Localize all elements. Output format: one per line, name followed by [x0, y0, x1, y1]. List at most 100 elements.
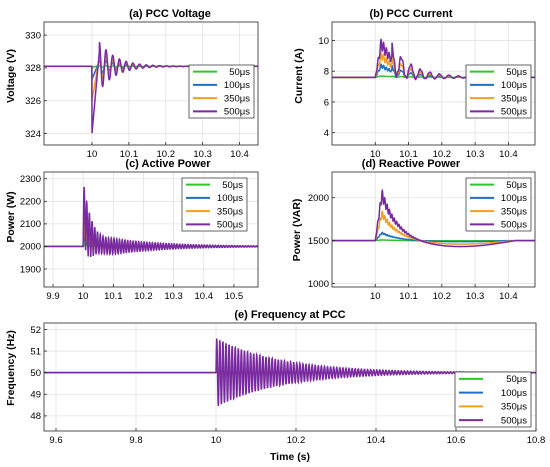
y-tick-label: 328	[25, 63, 41, 74]
axes-box	[43, 322, 537, 432]
y-tick-label: 330	[25, 30, 41, 41]
legend: 50μs 100μs 350μs 500μs	[181, 177, 248, 232]
x-tick-label: 10.8	[527, 435, 546, 446]
panel-pcc-voltage: (a) PCC Voltage Voltage (V) 10 10.1 10.2 10…	[5, 8, 259, 160]
x-tick-label: 9.8	[129, 435, 142, 446]
legend-label: 100μs	[501, 80, 527, 91]
x-tick-label: 10.2	[157, 149, 176, 160]
x-tick-label: 10.4	[230, 149, 249, 160]
y-tick-label: 2200	[20, 197, 41, 208]
panel-title: (c) Active Power	[125, 158, 211, 170]
y-tick-label: 50	[30, 368, 41, 379]
legend-box	[465, 64, 532, 119]
axes-box	[331, 21, 536, 146]
y-tick-label: 2000	[20, 242, 41, 253]
y-tick-label: 10	[318, 36, 329, 47]
y-tick-label: 324	[25, 129, 41, 140]
legend-label: 100μs	[501, 388, 527, 399]
x-tick-label: 10.1	[399, 149, 418, 160]
axes-box	[43, 21, 259, 146]
axes-box	[331, 171, 536, 288]
y-axis-label: Frequency (Hz)	[5, 330, 17, 406]
x-tick-label: 10.4	[194, 291, 213, 302]
x-tick-label: 10.4	[499, 291, 518, 302]
y-tick-label: 6	[324, 97, 329, 108]
legend-label: 500μs	[501, 107, 527, 118]
panel-active-power: (c) Active Power Power (W) 9.9 10 10.1 10.2…	[5, 158, 259, 302]
legend-label: 350μs	[501, 93, 527, 104]
x-tick-label: 10.2	[433, 291, 452, 302]
y-tick-label: 52	[30, 325, 41, 336]
x-tick-label: 9.9	[46, 291, 59, 302]
y-tick-label: 48	[30, 411, 41, 422]
y-axis-label: Power (VAR)	[291, 199, 303, 262]
legend-label: 100μs	[224, 80, 250, 91]
y-tick-label: 8	[324, 67, 329, 78]
y-tick-label: 2300	[20, 174, 41, 185]
legend-label: 500μs	[224, 107, 250, 118]
y-axis-label: Voltage (V)	[5, 49, 17, 103]
x-tick-label: 10.3	[164, 291, 183, 302]
legend-box	[465, 177, 532, 232]
y-tick-label: 2100	[20, 219, 41, 230]
legend-box	[181, 177, 248, 232]
x-tick-label: 10.4	[367, 435, 386, 446]
y-tick-label: 4	[324, 128, 329, 139]
x-tick-label: 10.3	[466, 291, 485, 302]
panel-title: (a) PCC Voltage	[129, 8, 211, 20]
series-line-500us	[44, 338, 536, 407]
y-axis-label: Power (W)	[5, 191, 17, 242]
axes-box	[43, 171, 259, 288]
x-tick-label: 10	[211, 435, 222, 446]
panel-title: (d) Reactive Power	[362, 158, 461, 170]
y-tick-label: 326	[25, 96, 41, 107]
panel-frequency: (e) Frequency at PCC Frequency (Hz) Time…	[5, 309, 545, 463]
legend-label: 350μs	[224, 93, 250, 104]
x-tick-label: 10.3	[466, 149, 485, 160]
y-tick-label: 49	[30, 390, 41, 401]
x-tick-label: 9.6	[49, 435, 62, 446]
x-tick-label: 10.2	[433, 149, 452, 160]
y-tick-label: 1500	[308, 236, 329, 247]
legend-label: 50μs	[506, 67, 527, 78]
legend: 50μs 100μs 350μs 500μs	[188, 64, 255, 119]
x-tick-label: 10.1	[399, 291, 418, 302]
legend-label: 50μs	[506, 180, 527, 191]
x-tick-label: 10.6	[447, 435, 466, 446]
legend-label: 500μs	[501, 220, 527, 231]
legend-label: 350μs	[501, 402, 527, 413]
x-tick-label: 10	[370, 149, 381, 160]
legend: 50μs 100μs 350μs 500μs	[465, 64, 532, 119]
y-tick-label: 2000	[308, 193, 329, 204]
y-tick-label: 1000	[308, 279, 329, 290]
x-tick-label: 10.2	[287, 435, 306, 446]
x-axis-label: Time (s)	[270, 451, 310, 463]
panel-reactive-power: (d) Reactive Power Power (VAR) 10 10.1 10.…	[291, 158, 536, 302]
legend-label: 350μs	[217, 206, 243, 217]
x-tick-label: 10	[78, 291, 89, 302]
x-tick-label: 10	[370, 291, 381, 302]
legend-label: 100μs	[501, 193, 527, 204]
x-tick-label: 10.2	[134, 291, 153, 302]
panel-pcc-current: (b) PCC Current Current (A) 10 10.1 10.2 10…	[293, 8, 536, 160]
legend: 50μs 100μs 350μs 500μs	[454, 371, 532, 428]
legend-label: 350μs	[501, 206, 527, 217]
y-tick-label: 1900	[20, 264, 41, 275]
legend: 50μs 100μs 350μs 500μs	[465, 177, 532, 232]
x-tick-label: 10.3	[193, 149, 212, 160]
legend-label: 50μs	[222, 180, 243, 191]
legend-box	[454, 371, 532, 428]
legend-label: 50μs	[229, 67, 250, 78]
panel-title: (e) Frequency at PCC	[234, 309, 345, 321]
panel-title: (b) PCC Current	[369, 8, 452, 20]
y-axis-label: Current (A)	[293, 48, 305, 103]
legend-box	[188, 64, 255, 119]
series-line-500us	[332, 188, 535, 248]
legend-label: 100μs	[217, 193, 243, 204]
y-tick-label: 51	[30, 346, 41, 357]
legend-label: 500μs	[501, 415, 527, 426]
x-tick-label: 10.1	[120, 149, 139, 160]
x-tick-label: 10	[87, 149, 98, 160]
x-tick-label: 10.1	[104, 291, 123, 302]
